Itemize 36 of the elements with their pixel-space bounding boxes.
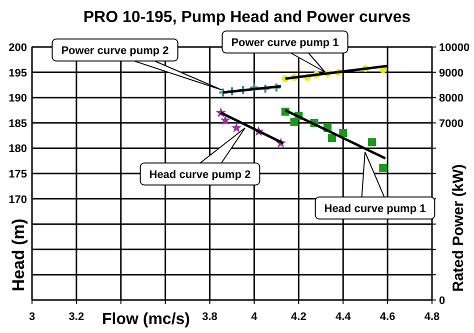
x-axis-title: Flow (mc/s) — [102, 311, 190, 328]
y2-tick-label: 8000 — [439, 92, 464, 105]
point — [220, 114, 231, 125]
y2-tick-label: 9000 — [439, 67, 464, 80]
point — [249, 82, 260, 92]
point — [231, 122, 242, 132]
annotation: Power curve pump 1 — [231, 37, 339, 49]
y-axis-title: Head (m) — [9, 218, 28, 292]
x-tick-label: 4.4 — [335, 311, 352, 323]
y2-tick-label: 0 — [439, 295, 446, 307]
point — [339, 129, 348, 138]
point — [379, 164, 388, 172]
chart-title: PRO 10-195, Pump Head and Power curves — [83, 9, 411, 26]
y-tick-label: 200 — [8, 42, 27, 54]
y2-tick-label: 10000 — [439, 42, 470, 54]
y-tick-label: 190 — [8, 92, 27, 105]
y-tick-label: 175 — [8, 168, 27, 180]
y-tick-label: 185 — [8, 118, 27, 130]
annotation: Power curve pump 2 — [61, 45, 169, 57]
x-tick-label: 3.8 — [202, 311, 218, 323]
point — [328, 134, 336, 142]
y2-axis-title: Rated Power (kW) — [450, 164, 467, 292]
x-tick-label: 4.2 — [291, 311, 306, 323]
x-tick-label: 4.6 — [380, 311, 396, 323]
x-tick-label: 4.8 — [424, 311, 440, 323]
point — [271, 82, 282, 92]
x-tick-label: 3 — [28, 311, 36, 323]
annotation: Head curve pump 1 — [324, 203, 426, 215]
x-tick-label: 3.2 — [68, 311, 84, 323]
y-tick-label: 180 — [8, 143, 27, 156]
x-tick-label: 4 — [251, 311, 258, 323]
y-tick-label: 195 — [8, 67, 27, 80]
annotation: Head curve pump 2 — [149, 169, 251, 181]
y2-tick-label: 7000 — [439, 118, 464, 130]
point — [368, 138, 376, 146]
y-tick-label: 170 — [8, 194, 27, 206]
